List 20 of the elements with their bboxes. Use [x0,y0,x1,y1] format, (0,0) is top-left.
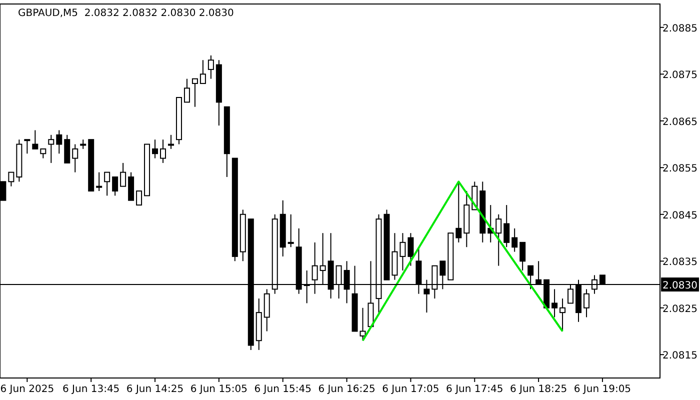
x-tick-label: 6 Jun 17:05 [382,384,440,395]
y-tick-label: 2.0885 [662,23,698,34]
y-tick-label: 2.0825 [662,304,698,315]
y-tick-label: 2.0875 [662,70,698,82]
x-tick-label: 6 Jun 2025 [0,384,54,395]
ref-line-label: 2.0830 [662,280,698,292]
y-tick-label: 2.0845 [662,210,698,222]
y-tick-label: 2.0855 [662,164,698,175]
x-tick-label: 6 Jun 15:05 [190,384,248,395]
x-tick-label: 6 Jun 13:45 [62,384,120,395]
y-tick-label: 2.0835 [662,257,698,268]
y-tick-label: 2.0815 [662,350,698,362]
x-tick-label: 6 Jun 16:25 [318,384,376,395]
x-tick-label: 6 Jun 18:25 [510,384,568,395]
x-tick-label: 6 Jun 17:45 [446,384,504,395]
x-tick-label: 6 Jun 19:05 [574,384,632,395]
y-tick-label: 2.0865 [662,116,698,128]
chart-title: GBPAUD,M5 2.0832 2.0832 2.0830 2.0830 [18,8,234,19]
x-tick-label: 6 Jun 15:45 [254,384,312,395]
x-tick-label: 6 Jun 14:25 [126,384,184,395]
